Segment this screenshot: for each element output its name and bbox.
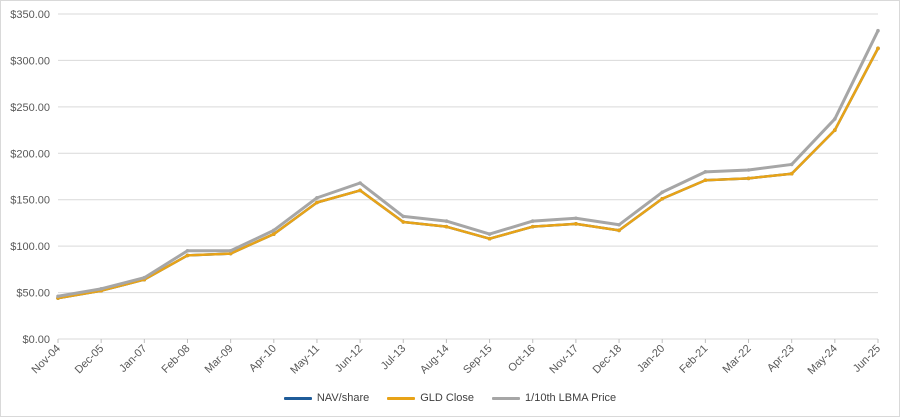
data-point <box>228 251 233 256</box>
x-tick-label: Nov-04 <box>30 343 64 377</box>
data-point <box>660 190 665 195</box>
y-tick-label: $150.00 <box>10 195 50 207</box>
data-point <box>746 176 751 181</box>
data-point <box>574 222 578 226</box>
y-axis: $0.00 $50.00 $100.00 $150.00 $200.00 $250.00 $… <box>10 9 50 346</box>
y-tick-label: $300.00 <box>10 55 50 67</box>
x-tick-label: Jan-07 <box>117 343 149 375</box>
data-point <box>185 253 190 258</box>
legend-label: NAV/share <box>316 392 370 404</box>
gridlines <box>58 13 878 340</box>
data-point <box>876 28 880 33</box>
legend-item: GLD Close <box>387 392 474 404</box>
data-point <box>876 46 880 51</box>
data-point <box>660 196 665 201</box>
legend-swatch <box>283 396 312 400</box>
x-tick-label: Aug-14 <box>418 343 452 377</box>
series-1-10th-lbma-price <box>56 28 880 299</box>
legend-label: GLD Close <box>420 392 475 404</box>
series-line <box>56 47 880 300</box>
data-point <box>271 228 276 233</box>
data-point <box>833 117 837 121</box>
data-point <box>401 214 406 219</box>
y-tick-label: $250.00 <box>10 102 50 114</box>
data-point <box>271 232 276 236</box>
x-tick-label: Jul-13 <box>379 343 409 373</box>
legend-item: 1/10th LBMA Price <box>492 392 616 404</box>
x-tick-label: Mar-22 <box>721 343 754 376</box>
data-point <box>487 232 492 236</box>
x-tick-label: Mar-09 <box>203 343 236 376</box>
x-tick-label: Jun-25 <box>851 343 883 375</box>
data-point <box>703 178 708 183</box>
x-tick-label: Jun-12 <box>333 343 365 375</box>
x-axis: Nov-04 Dec-05 Jan-07 Feb-08 Mar-09 Apr-10 May-… <box>30 339 883 377</box>
x-tick-label: Jan-20 <box>635 343 667 375</box>
legend: NAV/share GLD Close 1/10th LBMA Price <box>0 392 900 404</box>
data-point <box>746 168 751 172</box>
series-line <box>56 47 880 300</box>
y-tick-label: $350.00 <box>10 9 50 21</box>
data-point <box>99 287 103 291</box>
data-point <box>358 188 362 193</box>
data-point <box>444 219 449 223</box>
x-tick-label: Nov-17 <box>547 343 581 377</box>
x-tick-label: Oct-16 <box>506 343 538 375</box>
data-point <box>401 220 406 224</box>
x-tick-label: May-11 <box>288 343 322 377</box>
series-gld-close <box>56 46 880 300</box>
data-point <box>142 275 147 280</box>
data-point <box>315 200 319 205</box>
series-layer <box>56 28 880 300</box>
data-point <box>185 248 190 253</box>
y-tick-label: $50.00 <box>16 288 50 300</box>
data-point <box>789 162 794 167</box>
x-tick-label: Feb-21 <box>677 343 710 376</box>
legend-label: 1/10th LBMA Price <box>525 392 617 404</box>
x-tick-label: Dec-05 <box>73 343 107 377</box>
legend-swatch <box>387 396 416 400</box>
data-point <box>617 228 621 233</box>
data-point <box>487 236 492 241</box>
legend-item: NAV/share <box>283 392 370 404</box>
y-tick-label: $200.00 <box>10 148 50 160</box>
y-tick-label: $100.00 <box>10 241 50 253</box>
x-tick-label: Dec-18 <box>591 343 625 377</box>
data-point <box>789 171 794 176</box>
y-tick-label: $0.00 <box>22 334 50 346</box>
data-point <box>530 224 535 229</box>
data-point <box>833 128 837 132</box>
data-point <box>617 222 621 227</box>
data-point <box>444 224 449 229</box>
data-point <box>703 170 708 174</box>
data-point <box>530 219 535 223</box>
x-tick-label: Apr-10 <box>247 343 279 375</box>
x-tick-label: Sep-15 <box>461 343 495 377</box>
data-point <box>358 181 362 185</box>
series-nav-share <box>56 46 880 300</box>
x-tick-label: May-24 <box>806 343 840 377</box>
data-point <box>228 248 233 253</box>
series-line <box>56 29 880 298</box>
data-point <box>56 294 60 299</box>
data-point <box>315 196 319 200</box>
x-tick-label: Feb-08 <box>159 343 192 376</box>
x-tick-label: Apr-23 <box>765 343 797 375</box>
legend-swatch <box>492 396 521 400</box>
data-point <box>574 216 578 221</box>
